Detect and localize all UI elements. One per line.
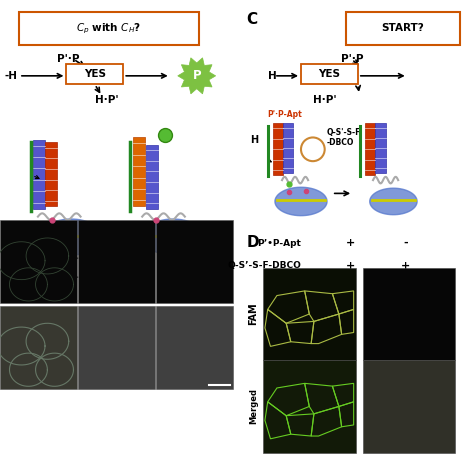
- Text: C: C: [246, 12, 257, 27]
- Text: +: +: [346, 283, 356, 294]
- Text: H: H: [268, 71, 276, 81]
- Text: P'·P: P'·P: [341, 54, 364, 64]
- Polygon shape: [142, 219, 204, 255]
- Polygon shape: [178, 58, 216, 94]
- Polygon shape: [370, 188, 417, 215]
- Text: +: +: [346, 238, 356, 248]
- Text: $C_p$ with $C_H$?: $C_p$ with $C_H$?: [76, 21, 142, 36]
- Text: +: +: [401, 306, 410, 317]
- Text: -: -: [71, 261, 76, 274]
- Text: YES: YES: [84, 69, 106, 80]
- Text: D: D: [246, 235, 259, 250]
- Text: YES: YES: [319, 69, 340, 80]
- Text: +: +: [168, 261, 178, 274]
- Text: Merged: Merged: [249, 389, 258, 424]
- Text: +: +: [168, 252, 178, 265]
- Bar: [375, 123, 386, 173]
- Text: NE: NE: [287, 307, 301, 316]
- FancyBboxPatch shape: [301, 64, 358, 84]
- Bar: [78, 220, 155, 303]
- Bar: [0, 220, 77, 303]
- Bar: [156, 220, 233, 303]
- Text: +: +: [401, 283, 410, 294]
- Text: P'·P: P'·P: [57, 54, 79, 64]
- Text: +: +: [346, 261, 356, 271]
- Text: -H: -H: [5, 71, 18, 81]
- Text: Q-S'-S-F
-DBCO: Q-S'-S-F -DBCO: [327, 128, 362, 147]
- Text: -: -: [403, 238, 408, 248]
- Bar: [283, 123, 293, 173]
- Bar: [156, 306, 233, 389]
- FancyBboxPatch shape: [66, 64, 123, 84]
- Text: +: +: [68, 252, 79, 265]
- Bar: [363, 360, 455, 453]
- Bar: [273, 123, 283, 175]
- Bar: [263, 268, 356, 360]
- Text: START?: START?: [382, 23, 424, 34]
- Polygon shape: [40, 219, 102, 255]
- Text: +: +: [401, 261, 410, 271]
- Text: FAM: FAM: [248, 303, 259, 325]
- Text: P: P: [192, 69, 201, 82]
- Text: -: -: [171, 271, 175, 284]
- FancyBboxPatch shape: [346, 12, 460, 45]
- Text: H·P': H·P': [95, 95, 118, 105]
- Text: H·P': H·P': [313, 95, 337, 105]
- Text: P'·P-Apt: P'·P-Apt: [267, 110, 302, 119]
- Bar: [365, 123, 375, 175]
- FancyBboxPatch shape: [19, 12, 199, 45]
- Text: H: H: [293, 284, 301, 293]
- Bar: [78, 306, 155, 389]
- Polygon shape: [275, 187, 327, 216]
- Text: Q-S’-S-F-DBCO: Q-S’-S-F-DBCO: [227, 262, 301, 270]
- Bar: [0, 306, 77, 389]
- Bar: [33, 140, 45, 209]
- Bar: [146, 145, 158, 209]
- Bar: [363, 268, 455, 360]
- Text: +: +: [346, 306, 356, 317]
- Bar: [133, 137, 145, 206]
- Bar: [263, 360, 356, 453]
- Text: P’•P-Apt: P’•P-Apt: [257, 239, 301, 247]
- Text: H: H: [250, 135, 258, 145]
- Text: +: +: [68, 271, 79, 284]
- Bar: [45, 142, 57, 206]
